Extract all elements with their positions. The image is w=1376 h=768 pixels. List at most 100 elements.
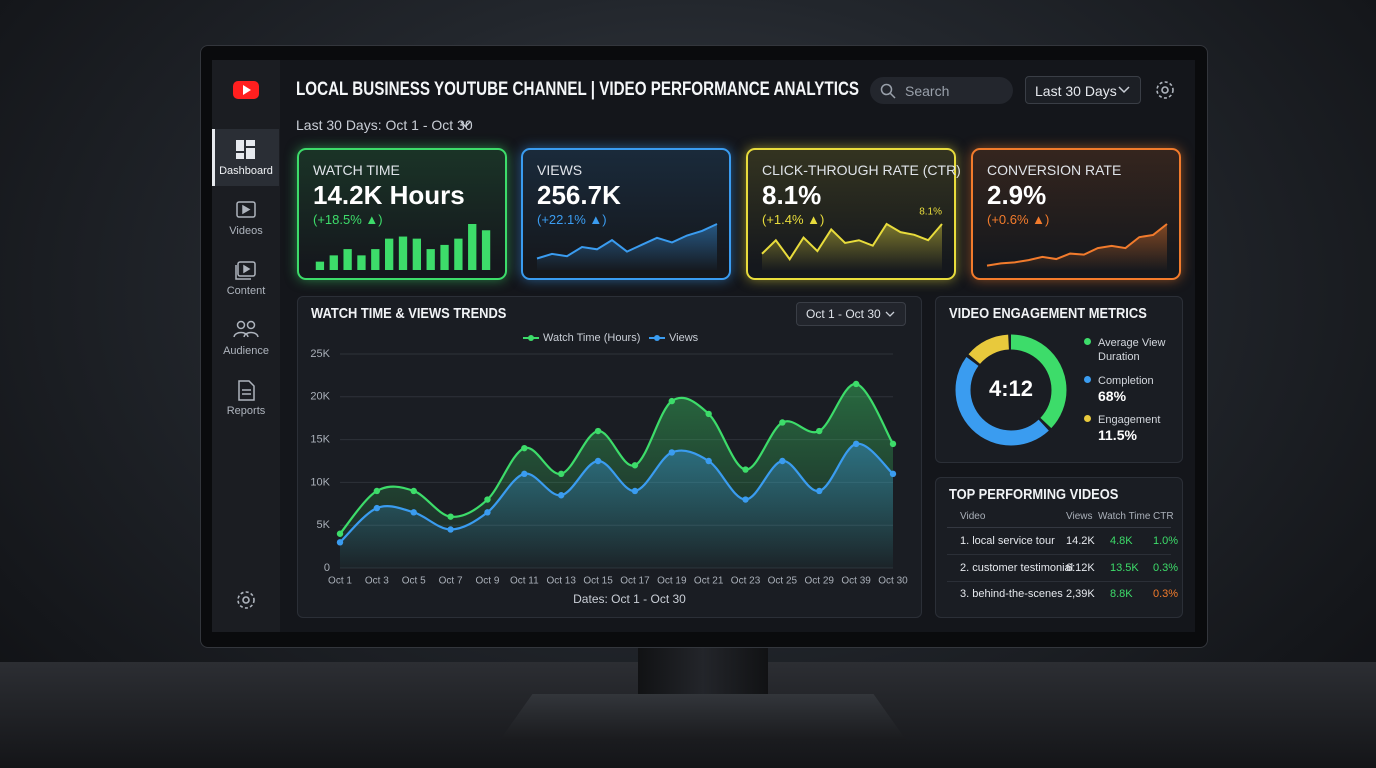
data-point: [631, 487, 639, 495]
table-cell: 13.5K: [1110, 561, 1139, 574]
data-point: [594, 427, 602, 435]
series-line: [339, 442, 894, 544]
chevron: [460, 121, 471, 128]
kpi-label: CONVERSION RATE: [987, 162, 1122, 178]
header-rule: [947, 527, 1171, 528]
panel-title: WATCH TIME & VIEWS TRENDS: [311, 305, 507, 322]
data-point: [779, 457, 786, 465]
x-tick-label: Oct 39: [841, 576, 871, 587]
spark-bar: [412, 238, 421, 270]
sparkline: [315, 224, 491, 270]
legend-name: Average View Duration: [1098, 337, 1166, 363]
x-tick-label: Oct 19: [657, 576, 687, 587]
data-point: [521, 470, 528, 478]
kpi-label: VIEWS: [537, 162, 583, 178]
sparkline: [536, 223, 718, 270]
chevron: [885, 311, 895, 317]
spark-bar: [440, 244, 449, 270]
data-point: [373, 504, 381, 512]
spark-bar: [398, 236, 408, 270]
search-placeholder: Search: [905, 83, 950, 99]
data-point: [484, 496, 491, 503]
data-point: [889, 440, 897, 448]
panel-title: VIDEO ENGAGEMENT METRICS: [949, 305, 1147, 322]
spark-line: [536, 223, 718, 260]
data-point: [816, 487, 823, 495]
data-point: [631, 462, 639, 469]
icon-videos: [236, 201, 256, 218]
data-point: [705, 410, 712, 418]
x-tick-label: Oct 29: [805, 576, 835, 587]
trend-range: Oct 1 - Oct 30: [806, 307, 881, 321]
data-point: [668, 449, 675, 456]
x-tick-label: Oct 25: [768, 576, 798, 587]
legend-value: 68%: [1098, 388, 1127, 404]
table-cell: 3. behind-the-scenes: [960, 588, 1063, 600]
icon-content: [235, 261, 256, 280]
legend-dot: [1084, 415, 1091, 422]
y-tick-label: 20K: [310, 391, 330, 403]
y-tick-label: 10K: [310, 476, 330, 488]
data-point: [373, 487, 381, 495]
legend-label: Watch Time (Hours): [543, 332, 640, 344]
legend-value: 11.5%: [1098, 427, 1137, 443]
y-tick-label: 5K: [317, 519, 331, 531]
data-point: [447, 513, 454, 520]
spark-area: [537, 224, 717, 270]
x-tick-label: Oct 15: [583, 576, 613, 587]
nav-item[interactable]: Reports: [226, 405, 266, 417]
nav-item[interactable]: Content: [226, 285, 266, 297]
icon-reports: [238, 380, 255, 401]
spark-bar: [426, 249, 435, 270]
legend-dot: [528, 335, 534, 341]
nav-item[interactable]: Dashboard: [219, 165, 273, 177]
subtitle: Last 30 Days: Oct 1 - Oct 30: [296, 117, 473, 133]
x-tick-label: Oct 30: [878, 576, 908, 587]
spark-bar: [315, 261, 325, 270]
data-point: [852, 440, 860, 448]
y-tick-label: 0: [324, 562, 330, 574]
kpi-change: (+22.1% ▲): [537, 212, 607, 227]
data-point: [742, 496, 749, 503]
column-header: CTR: [1153, 511, 1174, 522]
settings-icon[interactable]: [1154, 79, 1176, 101]
x-tick-label: Oct 13: [546, 576, 576, 587]
kpi-value: 2.9%: [987, 180, 1047, 210]
kpi-change: (+18.5% ▲): [313, 212, 383, 227]
table-cell: 14.2K: [1066, 535, 1095, 547]
icon-settings: [237, 591, 255, 609]
data-point: [410, 509, 417, 516]
table-cell: 4.8K: [1110, 535, 1133, 547]
spark-bar: [454, 238, 463, 270]
data-point: [852, 380, 860, 388]
x-tick-label: Oct 7: [439, 576, 463, 587]
icon-dashboard: [236, 140, 255, 159]
range-label: Last 30 Days: [1035, 83, 1117, 99]
monitor-base: [500, 694, 906, 740]
series-line: [339, 382, 894, 535]
data-point: [336, 539, 344, 546]
nav-item[interactable]: Videos: [229, 225, 263, 237]
spark-area: [762, 224, 942, 270]
nav-item[interactable]: Audience: [223, 345, 269, 357]
table-cell: 1.0%: [1153, 535, 1179, 547]
x-axis-title: Dates: Oct 1 - Oct 30: [573, 592, 686, 606]
table-cell: 0.3%: [1153, 588, 1179, 600]
kpi-value: 8.1%: [762, 180, 822, 210]
row-rule: [947, 554, 1171, 555]
x-tick-label: Oct 21: [694, 576, 724, 587]
data-point: [447, 526, 454, 533]
kpi-card: WATCH TIME 14.2K Hours (+18.5% ▲): [297, 148, 507, 280]
legend-label: Views: [669, 332, 699, 344]
table-cell: 6:12K: [1066, 561, 1095, 574]
donut-segment: [955, 334, 1067, 446]
donut-segment: [955, 334, 1067, 446]
kpi-value: 14.2K Hours: [313, 180, 465, 210]
table-cell: 8.8K: [1110, 588, 1133, 600]
data-point: [336, 530, 344, 537]
spark-area: [987, 224, 1167, 270]
data-point: [484, 509, 491, 516]
data-point: [889, 470, 897, 478]
search-box[interactable]: [870, 77, 1013, 104]
